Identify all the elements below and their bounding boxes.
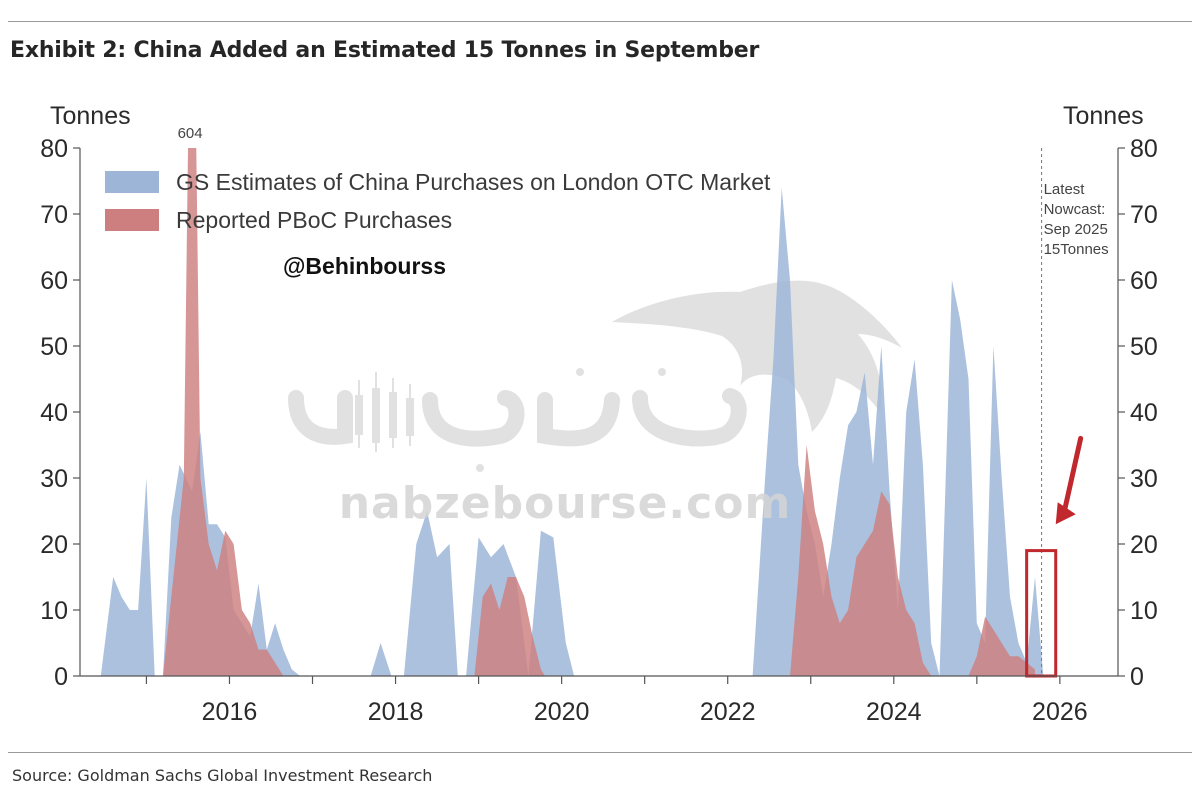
y-tick-label-left: 40 [40,399,68,427]
y-tick-label-right: 80 [1130,135,1158,163]
y-tick-label-right: 70 [1130,201,1158,229]
y-tick-label-right: 20 [1130,531,1158,559]
y-tick-label-right: 0 [1130,663,1144,691]
watermark-handle-text: @Behinbourss [283,253,446,279]
y-tick-label-left: 50 [40,333,68,361]
callout-arrow-shaft [1061,435,1084,517]
callout-arrow-head-icon [1055,502,1076,525]
x-tick-label: 2018 [368,698,424,726]
y-tick-label-left: 70 [40,201,68,229]
y-tick-label-right: 40 [1130,399,1158,427]
y-tick-label-left: 20 [40,531,68,559]
nowcast-note-line: 15Tonnes [1044,241,1109,258]
series-area-pboc-reported [163,148,1035,676]
y-axis-label-left: Tonnes [50,102,131,130]
x-tick-label: 2024 [866,698,922,726]
chart-overlay: 604 Latest Nowcast: Sep 2025 15Tonnes [178,125,1109,678]
x-tick-label: 2020 [534,698,590,726]
y-tick-label-left: 80 [40,135,68,163]
x-tick-label: 2016 [202,698,258,726]
watermark-logo [288,280,902,472]
y-tick-label-right: 50 [1130,333,1158,361]
legend-label-pboc: Reported PBoC Purchases [176,207,452,233]
overflow-value-label: 604 [178,125,203,142]
bottom-rule [8,752,1192,753]
top-rule [8,21,1192,22]
y-tick-label-left: 60 [40,267,68,295]
y-tick-label-left: 30 [40,465,68,493]
legend-label-gs: GS Estimates of China Purchases on Londo… [176,169,771,195]
y-axis-label-right: Tonnes [1063,102,1144,130]
x-tick-label: 2026 [1032,698,1088,726]
legend-swatch-pboc [105,209,159,231]
y-tick-label-right: 30 [1130,465,1158,493]
bull-logo-icon [612,280,902,432]
watermark-persian-wordmark [288,368,747,472]
legend-swatch-gs [105,171,159,193]
source-note: Source: Goldman Sachs Global Investment … [12,766,433,785]
y-tick-label-right: 10 [1130,597,1158,625]
watermark-candles-icon [355,372,414,452]
y-tick-label-left: 10 [40,597,68,625]
page-title: Exhibit 2: China Added an Estimated 15 T… [10,38,760,63]
nowcast-note-line: Latest [1044,181,1086,198]
x-tick-label: 2022 [700,698,756,726]
nowcast-note-line: Sep 2025 [1044,221,1108,238]
watermark-site-text: nabzebourse.com [339,478,792,529]
plot-area [100,148,1044,676]
nowcast-note-line: Nowcast: [1044,201,1106,218]
legend: GS Estimates of China Purchases on Londo… [105,169,771,233]
y-tick-label-right: 60 [1130,267,1158,295]
y-tick-label-left: 0 [54,663,68,691]
